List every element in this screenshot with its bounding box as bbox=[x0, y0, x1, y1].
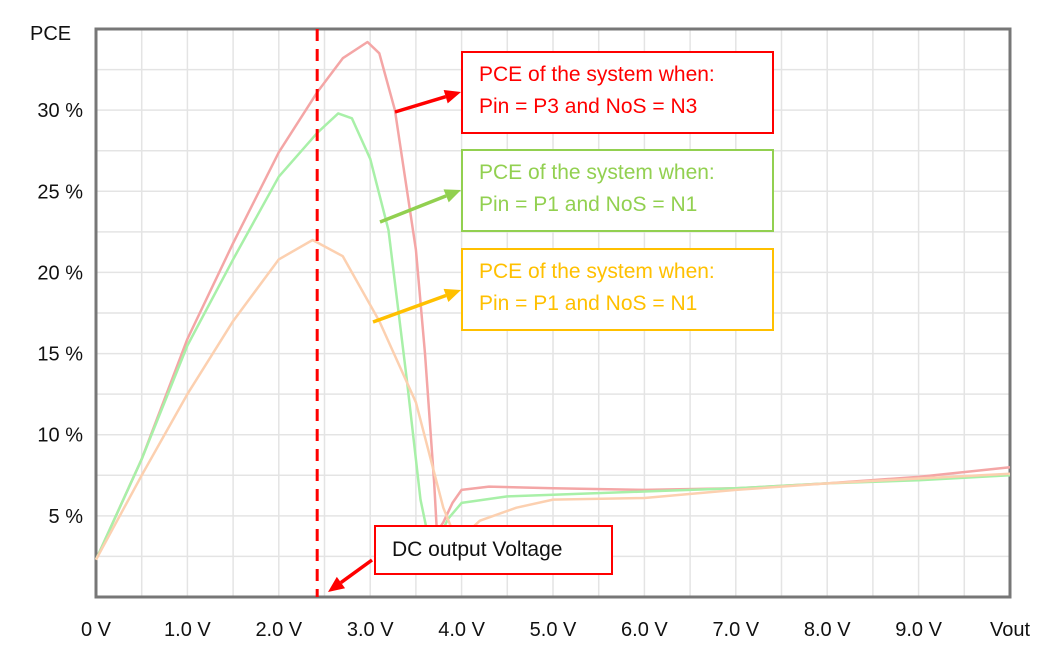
x-tick-label: 7.0 V bbox=[712, 619, 759, 641]
annotation-green-line2: Pin = P1 and NoS = N1 bbox=[479, 193, 698, 216]
dc-output-label: DC output Voltage bbox=[392, 538, 563, 561]
series-line-2 bbox=[94, 238, 1011, 561]
annotation-dc-output: DC output Voltage bbox=[374, 525, 613, 575]
y-tick-label: 15 % bbox=[37, 344, 83, 366]
y-axis-label: PCE bbox=[30, 23, 71, 45]
series-line-1 bbox=[94, 112, 1011, 561]
x-tick-label: 6.0 V bbox=[621, 619, 668, 641]
y-tick-label: 25 % bbox=[37, 181, 83, 203]
annotation-red-line1: PCE of the system when: bbox=[479, 63, 715, 86]
x-tick-label: 2.0 V bbox=[255, 619, 302, 641]
series-line-0 bbox=[94, 40, 1011, 561]
annotation-green-line1: PCE of the system when: bbox=[479, 161, 715, 184]
annotation-red-line2: Pin = P3 and NoS = N3 bbox=[479, 95, 698, 118]
annotation-arrowhead-2 bbox=[443, 288, 461, 303]
annotation-arrowhead-1 bbox=[443, 189, 461, 203]
annotation-arrow-2 bbox=[372, 293, 447, 324]
annotation-arrowhead-3 bbox=[328, 576, 346, 592]
plot-frame bbox=[94, 27, 1012, 599]
x-tick-label: 9.0 V bbox=[895, 619, 942, 641]
x-tick-label: 8.0 V bbox=[804, 619, 851, 641]
annotation-arrow-1 bbox=[379, 194, 447, 224]
y-tick-label: 30 % bbox=[37, 100, 83, 122]
annotation-orange: PCE of the system when: Pin = P1 and NoS… bbox=[461, 248, 774, 331]
y-tick-label: 5 % bbox=[49, 506, 84, 528]
annotation-red: PCE of the system when: Pin = P3 and NoS… bbox=[461, 51, 774, 134]
annotation-green: PCE of the system when: Pin = P1 and NoS… bbox=[461, 149, 774, 232]
annotation-orange-line1: PCE of the system when: bbox=[479, 260, 715, 283]
x-tick-label: 1.0 V bbox=[164, 619, 211, 641]
annotation-arrow-3 bbox=[339, 558, 374, 585]
annotation-arrow-0 bbox=[394, 94, 447, 114]
annotation-arrowhead-0 bbox=[443, 89, 461, 104]
annotation-orange-line2: Pin = P1 and NoS = N1 bbox=[479, 292, 698, 315]
y-tick-label: 10 % bbox=[37, 425, 83, 447]
x-tick-label: 5.0 V bbox=[530, 619, 577, 641]
x-tick-label: Vout bbox=[990, 619, 1030, 641]
x-tick-label: 3.0 V bbox=[347, 619, 394, 641]
x-tick-label: 0 V bbox=[81, 619, 112, 641]
y-tick-label: 20 % bbox=[37, 262, 83, 284]
x-tick-label: 4.0 V bbox=[438, 619, 485, 641]
